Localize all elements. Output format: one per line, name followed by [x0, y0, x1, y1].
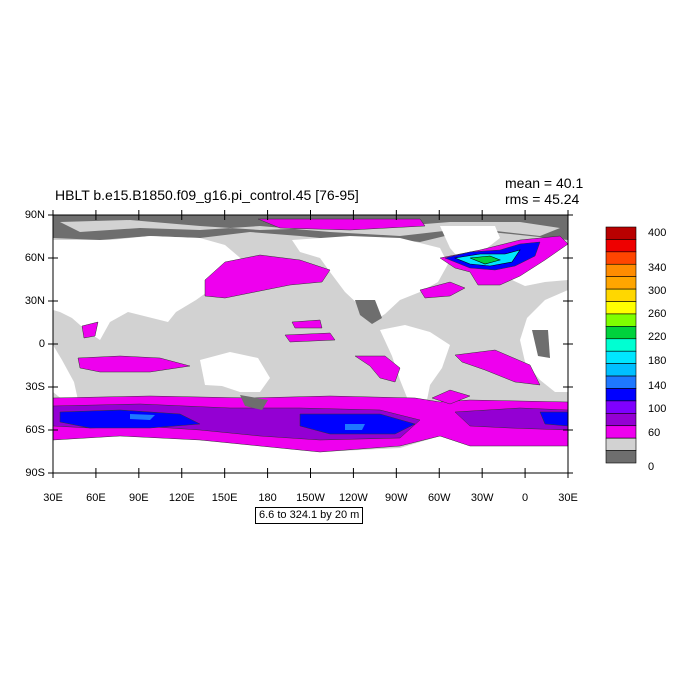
- colorbar-swatch: [605, 350, 637, 364]
- missing-3: [240, 395, 268, 410]
- colorbar-swatch: [605, 313, 637, 327]
- arabian-blob: [81, 321, 99, 339]
- lon-label: 0: [522, 492, 529, 504]
- colorbar-swatch: [605, 226, 637, 240]
- satl-blob: [454, 349, 541, 386]
- lon-label: 30E: [43, 492, 63, 504]
- indian-blob: [77, 355, 191, 373]
- colorbar-swatch: [605, 301, 637, 315]
- npacific-blob: [204, 254, 331, 299]
- so-violet-atl: [454, 407, 568, 431]
- colorbar-swatch: [605, 450, 637, 464]
- colorbar-label: 260: [648, 308, 667, 320]
- lon-label: 30W: [470, 492, 494, 504]
- colorbar-swatch: [605, 251, 637, 265]
- missing-1: [355, 300, 382, 324]
- colorbar-swatch: [605, 288, 637, 302]
- mean-value: mean = 40.1: [505, 175, 584, 191]
- colorbar-label: 60: [648, 427, 661, 439]
- satl-south: [431, 389, 471, 405]
- lat-label: 30S: [25, 381, 45, 393]
- lat-label: 60S: [25, 424, 45, 436]
- colorbar-swatch: [605, 388, 637, 402]
- colorbar-label: 300: [648, 285, 667, 297]
- colorbar: [605, 226, 637, 464]
- colorbar-label: 400: [648, 227, 667, 239]
- so-cyan-1: [130, 414, 155, 420]
- colorbar-swatch: [605, 263, 637, 277]
- colorbar-swatch: [605, 437, 637, 451]
- map-title: HBLT b.e15.B1850.f09_g16.pi_control.45 […: [55, 187, 359, 203]
- natl-subtrop: [419, 281, 466, 299]
- lon-label: 120E: [168, 492, 195, 504]
- lon-label: 90E: [129, 492, 149, 504]
- lat-label: 90S: [25, 467, 45, 479]
- colorbar-label: 220: [648, 331, 667, 343]
- colorbar-swatch: [605, 413, 637, 427]
- spac-blob: [354, 355, 401, 383]
- lat-label: 60N: [24, 252, 45, 264]
- colorbar-swatch: [605, 338, 637, 352]
- colorbar-label: 0: [648, 461, 655, 473]
- colorbar-swatch: [605, 276, 637, 290]
- colorbar-swatch: [605, 375, 637, 389]
- so-blue-3: [539, 411, 568, 427]
- lon-label: 90W: [385, 492, 408, 504]
- colorbar-label: 140: [648, 380, 667, 392]
- lat-label: 0: [38, 338, 45, 350]
- colorbar-swatch: [605, 425, 637, 439]
- lat-label: 90N: [24, 209, 45, 221]
- contour-subtitle: 6.6 to 324.1 by 20 m: [255, 507, 364, 524]
- arctic-patch: [257, 218, 426, 231]
- pac-eq-1: [291, 319, 323, 329]
- land: [53, 226, 568, 473]
- missing-2: [532, 330, 550, 358]
- natlantic-green: [469, 255, 501, 265]
- colorbar-swatch: [605, 363, 637, 377]
- colorbar-label: 340: [648, 262, 667, 274]
- axis-ticks: [48, 210, 573, 478]
- lon-label: 150E: [211, 492, 238, 504]
- colorbar-label: 180: [648, 355, 667, 367]
- lon-label: 60E: [86, 492, 106, 504]
- lon-label: 30E: [558, 492, 578, 504]
- colorbar-label: 100: [648, 403, 667, 415]
- pac-eq-2: [284, 332, 336, 343]
- lon-label: 150W: [296, 492, 325, 504]
- lon-label: 180: [258, 492, 277, 504]
- colorbar-swatch: [605, 326, 637, 340]
- arctic-ocean: [60, 220, 560, 236]
- rms-value: rms = 45.24: [505, 191, 580, 207]
- map-field: [53, 215, 568, 473]
- so-cyan-2: [345, 424, 365, 430]
- colorbar-swatch: [605, 239, 637, 253]
- lon-label: 120W: [339, 492, 368, 504]
- lon-label: 60W: [427, 492, 451, 504]
- colorbar-swatch: [605, 400, 637, 414]
- lat-label: 30N: [24, 295, 45, 307]
